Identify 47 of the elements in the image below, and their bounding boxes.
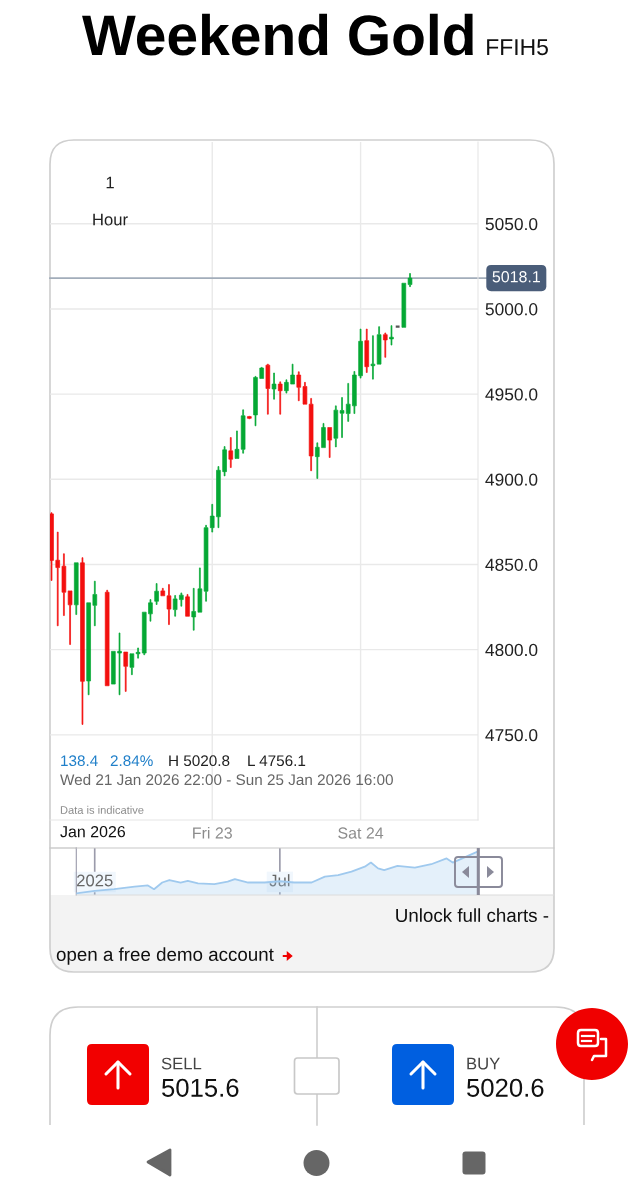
candlestick — [383, 332, 388, 358]
y-tick-label: 4850.0 — [485, 558, 538, 571]
text: Jan 2026 — [60, 825, 126, 838]
candlestick — [104, 589, 110, 687]
text: open a free demo account — [56, 947, 274, 965]
text: SELL — [161, 1057, 202, 1070]
chart-title: Weekend Gold — [82, 13, 473, 56]
text: 5015.6 — [162, 1078, 239, 1097]
text: 5020.6 — [467, 1078, 544, 1097]
candlestick — [129, 653, 135, 676]
text: BUY — [467, 1057, 500, 1070]
annotation: Wed 21 Jan 2026 22:00 - Sun 25 Jan 2026 16:00 — [60, 773, 393, 786]
x-tick-label: 2025 — [77, 874, 113, 887]
x-tick-label: Fri 23 — [193, 826, 232, 839]
candlestick — [247, 415, 252, 420]
candlestick — [67, 590, 73, 645]
annotation: L 4756.1 — [248, 755, 306, 767]
candlestick — [228, 437, 234, 468]
annotation: 2.84% — [110, 755, 153, 767]
annotation: Data is indicative — [60, 805, 144, 814]
y-tick-label: 4750.0 — [485, 728, 538, 742]
x-tick-label: Sat 24 — [338, 827, 384, 839]
candlestick — [185, 594, 190, 617]
candlestick — [271, 372, 277, 400]
y-tick-label: 4950.0 — [485, 388, 538, 401]
candlestick — [389, 325, 394, 346]
candlestick — [327, 427, 332, 458]
annotation: Hour — [93, 213, 128, 226]
candlestick — [370, 335, 376, 380]
candlestick — [364, 328, 370, 373]
candlestick — [80, 557, 85, 725]
y-tick-label: 5050.0 — [485, 217, 538, 231]
annotation: 138.4 — [61, 755, 98, 767]
y-tick-label: 4900.0 — [485, 473, 538, 486]
candlestick — [277, 381, 283, 415]
annotation: 1 — [106, 176, 114, 189]
candlestick — [123, 651, 128, 692]
chart-subtitle: FFIH5 — [487, 39, 548, 56]
candlestick — [376, 326, 382, 365]
ref-line-label: 5018.1 — [492, 271, 540, 283]
annotation: H 5020.8 — [169, 755, 230, 767]
candlestick — [265, 363, 271, 415]
y-tick-label: 4800.0 — [485, 643, 538, 657]
y-tick-label: 5000.0 — [485, 303, 538, 316]
candlestick — [154, 583, 159, 605]
candlestick — [74, 562, 79, 615]
text: Unlock full charts - — [396, 908, 549, 923]
